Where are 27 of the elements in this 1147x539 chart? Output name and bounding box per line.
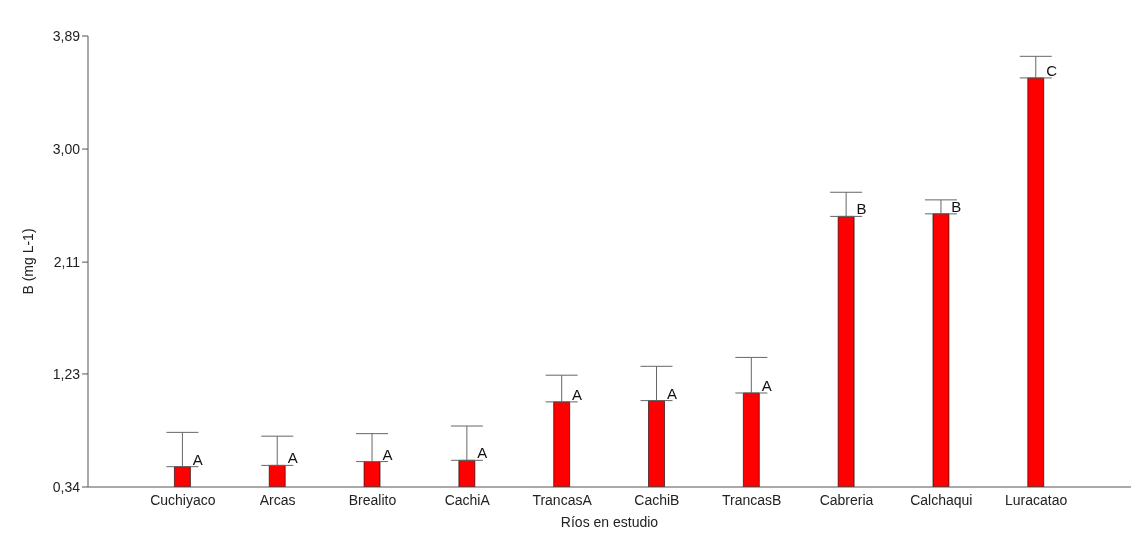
x-tick-label: Luracatao	[1005, 491, 1068, 508]
y-tick-label: 3,89	[52, 27, 81, 44]
x-tick-label: Cabreria	[819, 491, 874, 508]
annotation: C	[1046, 61, 1058, 79]
annotation: A	[572, 385, 583, 403]
x-tick-label: Brealito	[348, 491, 397, 508]
y-tick-label: 3,00	[52, 141, 81, 158]
annotation: A	[477, 444, 488, 462]
annotation: B	[856, 200, 867, 218]
x-tick-label: Arcas	[259, 491, 296, 508]
x-tick-label: Calchaqui	[910, 491, 973, 508]
y-tick-label: 2,11	[53, 254, 81, 271]
annotation: A	[382, 445, 393, 463]
annotation: A	[287, 449, 298, 467]
x-tick-label: Cuchiyaco	[150, 491, 216, 508]
annotation: B	[951, 197, 962, 215]
x-tick-label: TrancasB	[722, 491, 782, 508]
annotation: A	[761, 376, 772, 394]
annotation: A	[192, 450, 203, 468]
y-axis-title: B (mg L-1)	[19, 228, 36, 295]
annotation: A	[666, 384, 677, 402]
y-tick-label: 1,23	[52, 365, 81, 382]
y-tick-label: 0,34	[52, 478, 81, 495]
x-tick-label: CachiA	[444, 491, 491, 508]
x-axis-title: Ríos en estudio	[560, 513, 659, 530]
x-tick-label: CachiB	[634, 491, 680, 508]
x-tick-label: TrancasA	[532, 491, 593, 508]
